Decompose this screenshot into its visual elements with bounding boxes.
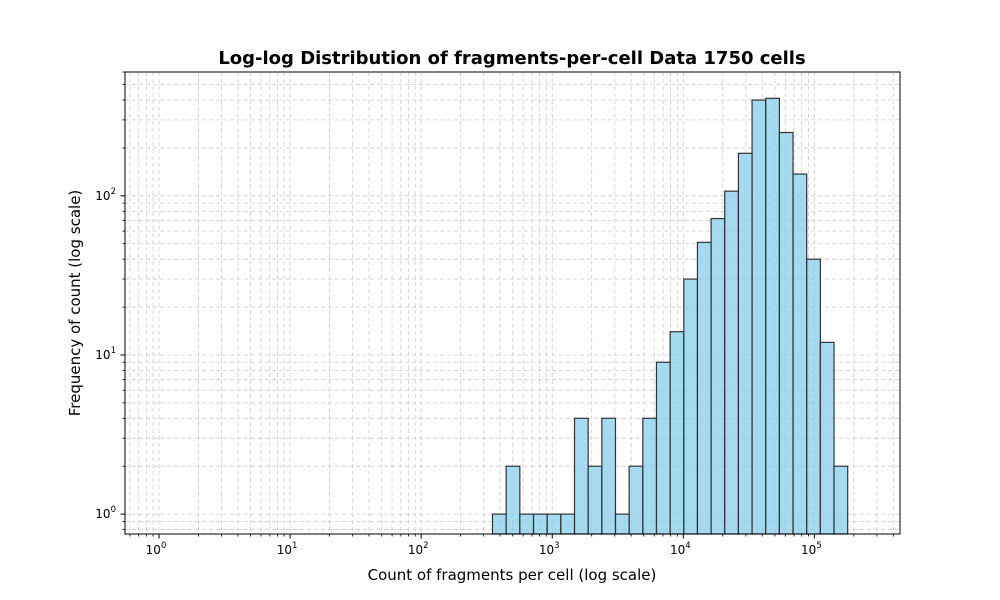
histogram-bar bbox=[751, 99, 767, 535]
histogram-bar bbox=[710, 217, 726, 535]
histogram-bar bbox=[532, 513, 548, 535]
histogram-bar bbox=[778, 131, 794, 535]
x-tick-label: 105 bbox=[801, 541, 822, 557]
histogram-bar bbox=[587, 465, 603, 535]
histogram-bar bbox=[669, 331, 685, 535]
x-tick-label: 100 bbox=[146, 541, 167, 557]
histogram-bar bbox=[792, 173, 808, 535]
histogram-bar bbox=[614, 513, 630, 535]
x-tick-label: 104 bbox=[670, 541, 691, 557]
histogram-bar bbox=[833, 465, 849, 535]
histogram-bar bbox=[573, 417, 589, 535]
histogram-bar bbox=[737, 152, 753, 535]
ticks-layer: 100 101 102 103 104 105 100 101 102 bbox=[95, 71, 894, 557]
x-axis-label: Count of fragments per cell (log scale) bbox=[368, 566, 657, 584]
x-tick-label: 103 bbox=[539, 541, 560, 557]
histogram-bar bbox=[765, 97, 780, 535]
chart-title: Log-log Distribution of fragments-per-ce… bbox=[218, 48, 805, 69]
bars-layer bbox=[491, 97, 849, 535]
histogram-bar bbox=[628, 465, 644, 535]
histogram-bar bbox=[491, 513, 507, 535]
histogram-bar bbox=[546, 513, 562, 535]
y-axis-label: Frequency of count (log scale) bbox=[66, 190, 84, 417]
histogram-bar bbox=[601, 417, 617, 535]
histogram-bar bbox=[505, 465, 521, 535]
histogram-bar bbox=[655, 361, 671, 535]
x-tick-label: 102 bbox=[408, 541, 429, 557]
histogram-bar bbox=[683, 278, 699, 535]
y-tick-label: 102 bbox=[95, 187, 116, 203]
y-tick-label: 100 bbox=[95, 505, 116, 521]
histogram-bar bbox=[642, 417, 658, 535]
y-tick-label: 101 bbox=[95, 346, 116, 362]
histogram-bar bbox=[819, 341, 835, 535]
histogram-bar bbox=[806, 258, 821, 535]
histogram-bar bbox=[519, 513, 535, 535]
histogram-bar bbox=[696, 241, 712, 535]
histogram-bar bbox=[724, 190, 740, 535]
histogram-bar bbox=[560, 513, 576, 535]
x-tick-label: 101 bbox=[277, 541, 298, 557]
